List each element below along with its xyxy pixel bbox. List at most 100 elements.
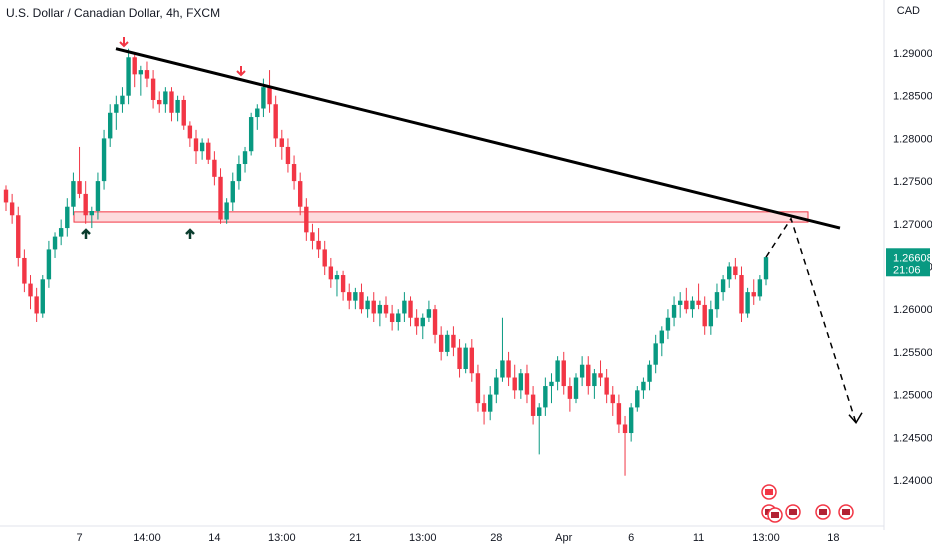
candle xyxy=(28,275,33,310)
candle xyxy=(420,313,425,340)
candle-body xyxy=(751,292,756,297)
candle-body xyxy=(58,228,64,237)
candle xyxy=(347,283,352,310)
y-tick-label: 1.24500 xyxy=(893,432,932,444)
candle xyxy=(353,287,358,310)
candle-body xyxy=(396,313,401,323)
candle-body xyxy=(592,373,597,387)
candle-body xyxy=(702,304,707,327)
candle-body xyxy=(671,304,677,318)
us-flag-event-icon[interactable] xyxy=(815,504,831,520)
candle xyxy=(451,326,456,357)
candle-body xyxy=(193,138,199,152)
candle-body xyxy=(494,377,499,395)
candle xyxy=(371,292,376,323)
candle xyxy=(727,262,732,288)
candle-body xyxy=(647,364,652,382)
us-flag-event-icon[interactable] xyxy=(785,504,801,520)
candle xyxy=(665,309,671,340)
candle-body xyxy=(641,381,646,391)
candle xyxy=(340,270,346,301)
candle xyxy=(506,351,511,387)
candle-body xyxy=(273,104,278,139)
currency-label: CAD xyxy=(896,5,920,17)
candle xyxy=(16,206,21,267)
candle xyxy=(494,368,499,404)
us-flag-event-icon[interactable] xyxy=(767,507,783,523)
x-tick-label: 13:00 xyxy=(409,532,437,544)
us-flag-event-icon[interactable] xyxy=(838,504,854,520)
candle xyxy=(549,373,554,404)
y-tick-label: 1.28000 xyxy=(893,133,932,145)
candle xyxy=(40,275,45,318)
candle xyxy=(579,356,585,387)
candle-body xyxy=(628,407,634,434)
candle xyxy=(77,146,82,199)
candle xyxy=(677,292,683,318)
candle xyxy=(107,104,113,147)
candle-body xyxy=(757,279,763,297)
candle-body xyxy=(175,99,180,113)
candle xyxy=(659,326,665,357)
candle xyxy=(733,257,738,280)
candle xyxy=(101,129,107,190)
candle-body xyxy=(524,373,530,395)
candle xyxy=(273,95,278,147)
candle-body xyxy=(261,87,266,109)
candle-body xyxy=(279,138,285,147)
event-markers[interactable] xyxy=(761,484,854,523)
candle-body xyxy=(573,377,579,399)
candle-body xyxy=(334,275,340,280)
candle-body xyxy=(297,181,303,207)
candle xyxy=(297,172,303,216)
candle xyxy=(586,356,591,395)
candle xyxy=(757,275,763,301)
countdown-label: 21:06 xyxy=(893,264,921,276)
candle xyxy=(52,232,58,258)
candle-body xyxy=(22,257,27,284)
candle xyxy=(181,95,186,130)
projection-path xyxy=(765,216,857,424)
candle-body xyxy=(414,317,419,327)
candle xyxy=(322,240,327,276)
candle xyxy=(187,121,193,147)
candle-body xyxy=(543,386,548,408)
candle-body xyxy=(359,292,364,310)
y-tick-label: 1.27000 xyxy=(893,219,932,231)
support-zone-rect xyxy=(73,211,809,223)
candle xyxy=(377,300,383,327)
candle-body xyxy=(353,292,358,301)
candle-body xyxy=(739,275,744,314)
y-axis: 1.290001.285001.280001.275001.270001.265… xyxy=(0,0,932,530)
candle-body xyxy=(408,300,413,318)
candle xyxy=(573,373,579,404)
candle-body xyxy=(248,117,254,152)
candle xyxy=(696,283,701,310)
candle-body xyxy=(677,300,683,305)
candle xyxy=(132,53,137,88)
candle-body xyxy=(107,112,113,139)
candle-body xyxy=(586,364,591,387)
candle xyxy=(610,386,615,416)
candle-body xyxy=(469,347,475,374)
x-tick-label: 28 xyxy=(490,532,502,544)
ca-flag-event-icon[interactable] xyxy=(761,484,777,500)
candle xyxy=(248,112,254,156)
candle xyxy=(255,104,260,130)
candle-body xyxy=(420,317,425,327)
candle xyxy=(199,138,205,160)
markers xyxy=(81,37,246,239)
x-tick-label: 14:00 xyxy=(133,532,161,544)
candle xyxy=(445,330,450,357)
candle-body xyxy=(635,390,640,408)
candle-body xyxy=(120,95,125,105)
candle-body xyxy=(181,99,186,126)
candle xyxy=(114,95,119,130)
candle-body xyxy=(157,99,162,105)
candle xyxy=(193,129,199,165)
candle-body xyxy=(445,334,450,352)
candle xyxy=(83,181,88,224)
candle-body xyxy=(500,360,505,378)
candle xyxy=(635,386,640,412)
